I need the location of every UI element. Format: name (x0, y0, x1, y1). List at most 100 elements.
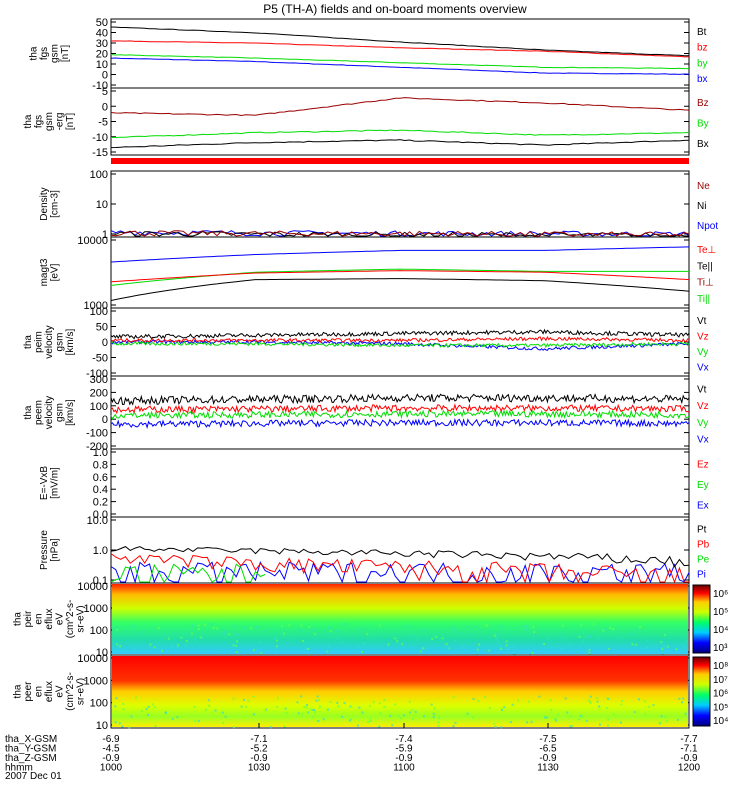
y-axis-label: magt3 [eV] (39, 258, 61, 286)
spectrogram-pixel (343, 702, 346, 705)
spectrogram-pixel (306, 704, 309, 707)
spectrogram-pixel (493, 722, 496, 725)
spectrogram-pixel (378, 702, 381, 705)
spectrogram-pixel (457, 631, 460, 634)
spectrogram-pixel (485, 624, 488, 627)
spectrogram-pixel (232, 726, 235, 729)
spectrogram-pixel (494, 634, 497, 637)
spectrogram-pixel (607, 647, 610, 650)
spectrogram-pixel (466, 713, 469, 716)
spectrogram-pixel (255, 626, 258, 629)
spectrogram-pixel (360, 628, 363, 631)
legend-bt: Bt (697, 27, 707, 38)
spectrogram-pixel (232, 697, 235, 700)
spectrogram-pixel (240, 705, 243, 708)
spectrogram-pixel (663, 633, 666, 636)
y-tick-label: 0.6 (93, 472, 108, 484)
y-tick-label: -10 (92, 132, 108, 144)
spectrogram-pixel (685, 639, 688, 642)
spectrogram-pixel (379, 712, 382, 715)
spectrogram-pixel (678, 697, 681, 700)
spectrogram-pixel (647, 705, 650, 708)
date-label: 2007 Dec 01 (5, 771, 62, 782)
spectrogram-pixel (556, 713, 559, 716)
y-tick-label: -50 (92, 353, 108, 365)
spectrogram-pixel (308, 625, 311, 628)
spectrogram-pixel (602, 629, 605, 632)
y-label-line: gsm (55, 333, 66, 352)
spectrogram-pixel (134, 696, 137, 699)
spectrogram-pixel (604, 628, 607, 631)
y-axis-label: Pressure [nPa] (39, 530, 61, 570)
spectrogram-pixel (644, 713, 647, 716)
spectrogram-pixel (569, 715, 572, 718)
spectrogram-pixel (290, 638, 293, 641)
y-label-line: tha (23, 335, 34, 349)
spectrogram-pixel (296, 701, 299, 704)
spectrogram-pixel (589, 695, 592, 698)
x-row-label: hhmm (5, 763, 33, 774)
spectrogram-pixel (361, 651, 364, 654)
spectrogram-pixel (477, 700, 480, 703)
spectrogram-pixel (432, 716, 435, 719)
legend-npot: Npot (697, 221, 718, 232)
spectrogram-pixel (532, 634, 535, 637)
y-tick-label: 10 (96, 59, 108, 71)
y-tick-label: 1 (102, 229, 108, 241)
colorbar-tick-label: 10⁸ (713, 661, 728, 672)
spectrogram-pixel (152, 703, 155, 706)
spectrogram-pixel (543, 643, 546, 646)
spectrogram-pixel (300, 629, 303, 632)
spectrogram-pixel (530, 720, 533, 723)
spectrogram-pixel (300, 624, 303, 627)
legend-ey: Ey (697, 480, 709, 491)
spectrogram-pixel (633, 711, 636, 714)
spectrogram-pixel (115, 697, 118, 700)
y-tick-label: 10 (96, 199, 108, 211)
spectrogram-pixel (190, 632, 193, 635)
spectrogram-pixel (197, 628, 200, 631)
spectrogram-pixel (378, 725, 381, 728)
legend-vt: Vt (697, 384, 707, 395)
spectrogram-pixel (185, 640, 188, 643)
spectrogram-pixel (133, 649, 136, 652)
y-tick-label: 1000 (84, 675, 108, 687)
spectrogram-pixel (549, 699, 552, 702)
spectrogram-pixel (260, 652, 263, 655)
spectrogram-pixel (252, 649, 255, 652)
spectrogram-pixel (300, 695, 303, 698)
spectrogram-pixel (612, 628, 615, 631)
panel-frame (110, 654, 690, 729)
spectrogram-pixel (545, 716, 548, 719)
spectrogram-pixel (372, 701, 375, 704)
y-label-line: tha (23, 114, 34, 128)
panel-pressure: Pressure [nPa] 10.0 1.0 0.1 Pt Pb Pe Pi (39, 515, 710, 587)
spectrogram-pixel (454, 629, 457, 632)
spectrogram-pixel (461, 645, 464, 648)
spectrogram-pixel (554, 719, 557, 722)
x-row-value: -0.9 (680, 753, 698, 764)
y-label-line: fgs (39, 47, 50, 60)
spectrogram-pixel (526, 625, 529, 628)
spectrogram-pixel (307, 711, 310, 714)
spectrogram-pixel (499, 625, 502, 628)
y-tick-label: -5 (98, 117, 108, 129)
spectrogram-pixel (207, 699, 210, 702)
spectrogram-pixel (472, 697, 475, 700)
spectrogram-pixel (658, 721, 661, 724)
spectrogram-pixel (197, 719, 200, 722)
y-label-line: [nT] (60, 45, 71, 62)
legend-ex: Ex (697, 501, 709, 512)
spectrogram-pixel (253, 713, 256, 716)
spectrogram-pixel (459, 651, 462, 654)
spectrogram-pixel (441, 637, 444, 640)
spectrogram-pixel (454, 639, 457, 642)
spectrogram-pixel (114, 705, 117, 708)
spectrogram-pixel (275, 639, 278, 642)
colorbar-tick-label: 10⁶ (713, 589, 728, 600)
spectrogram-pixel (369, 720, 372, 723)
spectrogram-pixel (522, 625, 525, 628)
spectrogram-pixel (356, 724, 359, 727)
spectrogram-pixel (555, 645, 558, 648)
